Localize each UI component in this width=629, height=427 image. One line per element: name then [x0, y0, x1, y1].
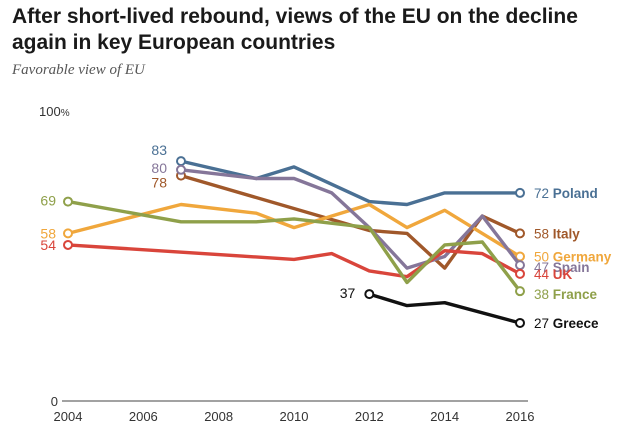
chart-title: After short-lived rebound, views of the … [12, 5, 578, 54]
series-line-germany [66, 202, 522, 259]
start-label-italy: 78 [151, 175, 167, 191]
series-name-germany: Germany [553, 250, 612, 265]
series-line-greece [367, 292, 522, 325]
start-label-spain: 80 [151, 160, 167, 176]
start-point-spain [176, 164, 186, 175]
x-tick-label-2006: 2006 [129, 409, 158, 424]
series-name-italy: Italy [553, 226, 581, 241]
series-name-greece: Greece [553, 316, 599, 331]
series-line-france [66, 199, 522, 293]
end-point-france [515, 286, 525, 297]
series-line-poland [179, 159, 522, 207]
end-point-greece [515, 317, 525, 328]
end-label-greece: 27 Greece [534, 316, 599, 331]
x-tick-label-2012: 2012 [355, 409, 384, 424]
x-tick-label-2014: 2014 [430, 409, 459, 424]
series-name-uk: UK [553, 267, 573, 282]
start-point-greece [364, 289, 375, 300]
x-tick-label-2004: 2004 [54, 409, 83, 424]
start-point-france [63, 196, 73, 207]
series-name-france: France [553, 287, 598, 302]
end-point-poland [515, 187, 525, 198]
end-point-italy [515, 228, 525, 239]
end-label-germany: 50 Germany [534, 250, 612, 265]
series-name-poland: Poland [553, 186, 598, 201]
start-point-uk [63, 239, 73, 250]
end-point-uk [515, 268, 525, 279]
start-point-germany [63, 228, 73, 239]
start-label-greece: 37 [340, 285, 356, 301]
end-label-poland: 72 Poland [534, 186, 598, 201]
x-tick-label-2010: 2010 [280, 409, 309, 424]
x-tick-label-2016: 2016 [506, 409, 535, 424]
chart-subtitle: Favorable view of EU [12, 62, 145, 78]
y-tick-label-0: 0 [51, 394, 58, 409]
end-label-italy: 58 Italy [534, 226, 580, 241]
start-label-poland: 83 [151, 142, 167, 158]
series-name-spain: Spain [553, 260, 590, 275]
start-label-germany: 58 [40, 225, 56, 241]
end-label-spain: 47 Spain [534, 260, 590, 275]
start-label-uk: 54 [40, 237, 56, 253]
x-tick-label-2008: 2008 [204, 409, 233, 424]
series-line-italy [179, 173, 522, 270]
end-label-uk: 44 UK [534, 267, 573, 282]
y-tick-label-100: 100% [39, 104, 70, 119]
end-label-france: 38 France [534, 287, 598, 302]
y-tick-suffix: % [61, 108, 70, 119]
series-line-uk [66, 243, 522, 279]
end-point-spain [515, 260, 525, 271]
start-label-france: 69 [40, 193, 56, 209]
start-point-poland [176, 156, 186, 167]
